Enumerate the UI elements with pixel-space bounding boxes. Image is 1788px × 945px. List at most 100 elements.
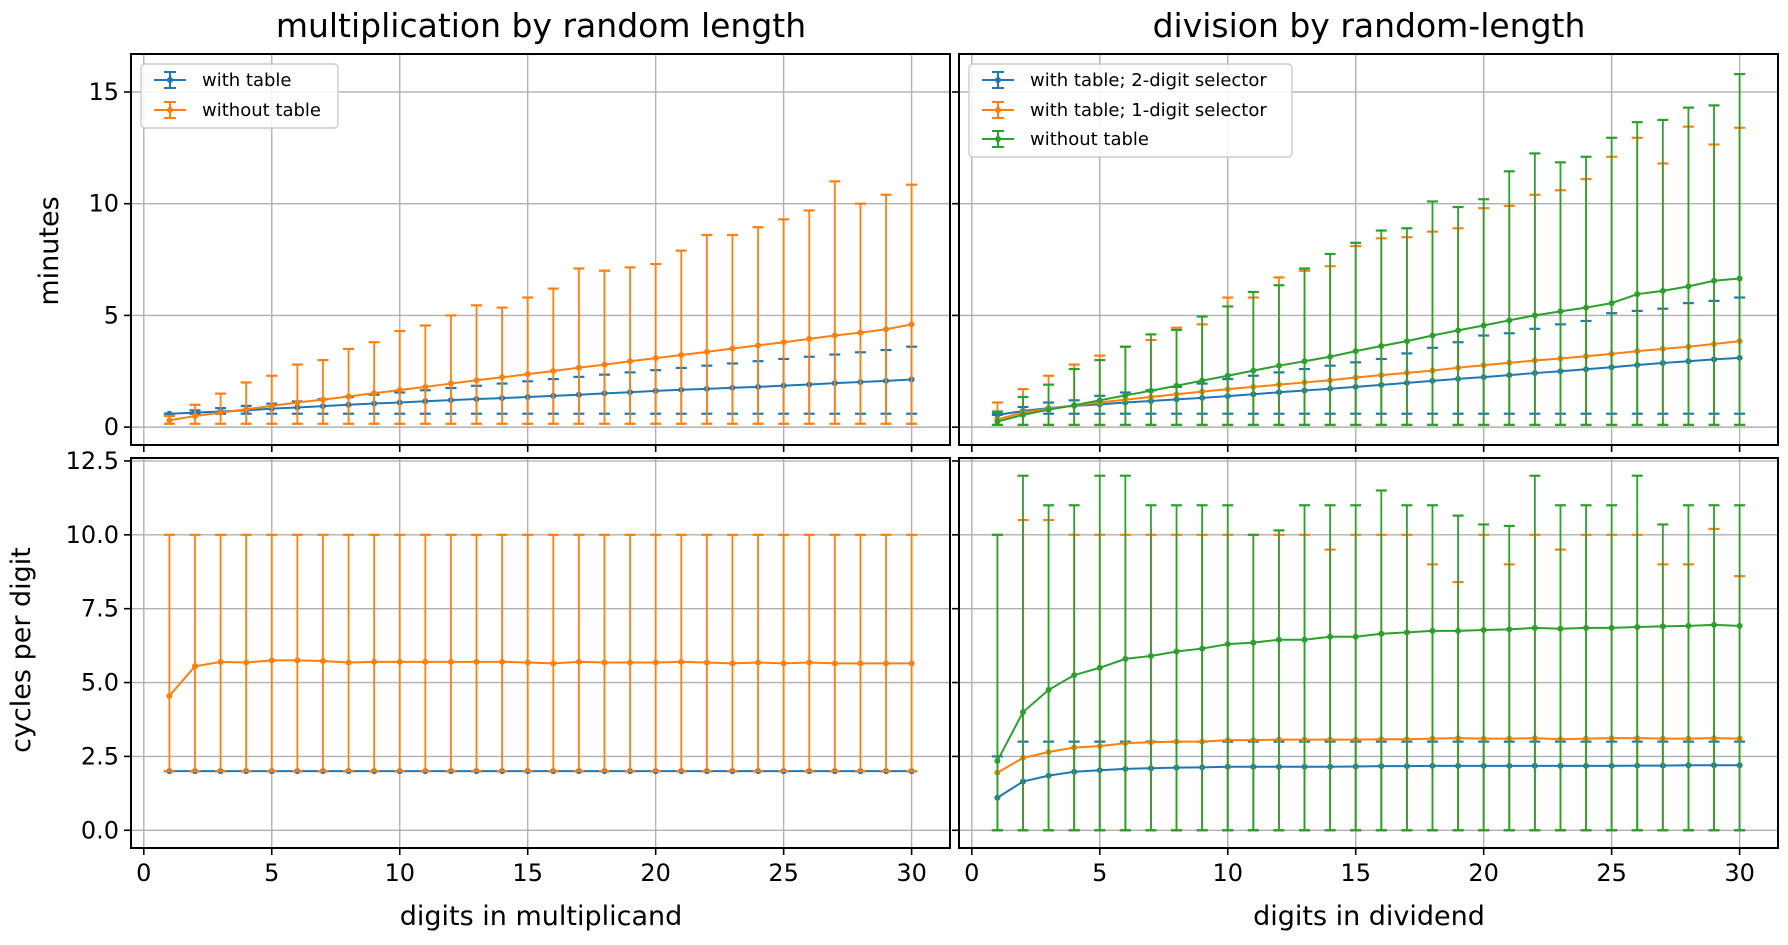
legend-label-without-table: without table [1030, 129, 1149, 150]
data-point [1583, 624, 1590, 631]
error-bar [726, 533, 738, 773]
data-point [524, 659, 531, 666]
error-bar [880, 193, 892, 425]
y-tick-label: 0 [104, 413, 119, 441]
data-point [243, 659, 250, 666]
series-line [169, 378, 912, 415]
y-tick-label: 12.5 [66, 447, 119, 475]
data-point [1147, 387, 1154, 394]
x-tick-label: 10 [1212, 859, 1243, 887]
y-tick-label: 0.0 [81, 816, 119, 844]
error-bar [675, 533, 687, 773]
legend-box [968, 63, 1293, 158]
error-bar [726, 233, 738, 425]
data-point [1378, 630, 1385, 637]
data-point [1019, 411, 1026, 418]
panel-multiplication-cycles: 0 5 10 15 20 25 30 0.0 2.5 5.0 7.5 10.0 12.5 [66, 447, 951, 887]
error-bar [343, 347, 355, 425]
error-bar [445, 533, 457, 773]
error-bar [1324, 504, 1336, 832]
error-bar [650, 533, 662, 773]
data-point [1403, 338, 1410, 345]
data-point [268, 402, 275, 409]
error-bar [650, 262, 662, 425]
error-bar [1529, 152, 1541, 426]
series-line [996, 737, 1740, 774]
error-bar [1580, 504, 1592, 832]
data-point [499, 374, 506, 381]
legend-marker-green [982, 130, 1014, 148]
data-point [550, 368, 557, 375]
data-point [294, 399, 301, 406]
data-point [217, 409, 224, 416]
error-bar [803, 533, 815, 773]
axes-frame [958, 53, 1779, 446]
data-point [831, 660, 838, 667]
data-point [447, 380, 454, 387]
error-bar [266, 374, 278, 425]
error-bar [778, 533, 790, 773]
error-bar [547, 287, 559, 425]
data-point [1045, 686, 1052, 693]
data-point [243, 406, 250, 413]
y-tick-label: 5.0 [81, 669, 119, 697]
error-bar [1145, 333, 1157, 426]
x-tick-label: 25 [1596, 859, 1627, 887]
series-orange [163, 180, 918, 425]
error-bar [1554, 504, 1566, 832]
axes-frame [130, 53, 951, 446]
axes-frame [130, 457, 951, 849]
data-point [319, 657, 326, 664]
error-bar [1299, 267, 1311, 426]
error-bar [829, 533, 841, 773]
error-bar [1503, 170, 1515, 426]
data-point [1480, 626, 1487, 633]
data-point [371, 658, 378, 665]
data-point [1019, 709, 1026, 716]
error-bar [215, 533, 227, 773]
error-bar [1324, 252, 1336, 426]
data-point [1429, 332, 1436, 339]
data-point [1531, 312, 1538, 319]
legend-box [140, 63, 339, 129]
error-bar [1529, 474, 1541, 832]
error-bar [1171, 504, 1183, 832]
error-bar [445, 314, 457, 425]
legend-marker-orange [982, 101, 1014, 119]
error-bar [1478, 198, 1490, 426]
data-point [191, 663, 198, 670]
data-point [524, 371, 531, 378]
series-line [169, 323, 912, 422]
data-point [1455, 327, 1462, 334]
series-orange [163, 533, 918, 773]
data-point [678, 351, 685, 358]
data-point [1429, 627, 1436, 634]
x-tick-label: 15 [1340, 859, 1371, 887]
error-bar [854, 202, 866, 425]
data-point [1327, 633, 1334, 640]
data-point [473, 658, 480, 665]
error-bar [1478, 523, 1490, 832]
error-bar [1682, 504, 1694, 832]
data-point [575, 364, 582, 371]
data-point [1071, 402, 1078, 409]
series-green [991, 474, 1746, 832]
error-bar [1426, 504, 1438, 832]
error-bar [1196, 315, 1208, 426]
data-point [1250, 639, 1257, 646]
error-bar [1094, 474, 1106, 832]
data-point [1199, 377, 1206, 384]
error-bar [1631, 121, 1643, 426]
error-bar [343, 533, 355, 773]
data-point [1173, 648, 1180, 655]
legend-division: with table; 2-digit selector with table;… [968, 63, 1293, 158]
xlabel-digits-in-multiplicand: digits in multiplicand [400, 901, 683, 932]
y-tick-label: 2.5 [81, 742, 119, 770]
data-point [1301, 636, 1308, 643]
error-bar [991, 533, 1003, 832]
y-tick-label: 10.0 [66, 521, 119, 549]
error-bar [368, 341, 380, 425]
ticks [952, 91, 1741, 452]
data-point [1327, 353, 1334, 360]
